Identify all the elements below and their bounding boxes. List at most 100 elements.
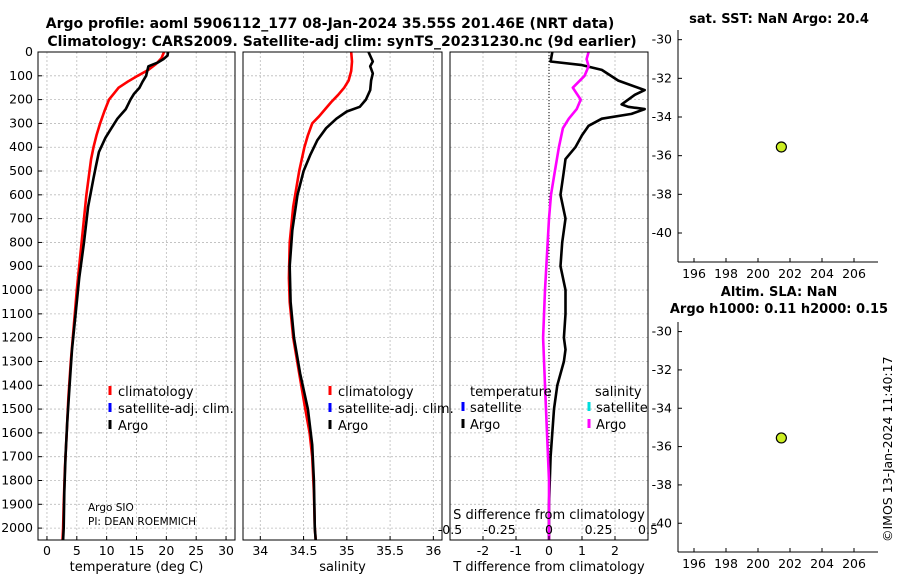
x2-tick-label: -0.25 — [483, 522, 515, 537]
figure-title-line1: Argo profile: aoml 5906112_177 08-Jan-20… — [46, 16, 615, 32]
y-tick-label: -30 — [652, 32, 672, 47]
x-tick-label: 15 — [129, 543, 145, 558]
y-tick-label: -32 — [652, 70, 672, 85]
x-tick-label: 0 — [43, 543, 51, 558]
x-tick-label: 34 — [252, 543, 268, 558]
x-tick-label: 1 — [578, 543, 586, 558]
difference-panel: -2 -1 0 1 2 T difference from climatology temp… — [438, 51, 658, 575]
series-line-argo — [288, 51, 375, 541]
legend-label: climatology — [338, 385, 414, 400]
x2-tick-label: -0.5 — [438, 522, 462, 537]
legend-label: satellite — [470, 401, 522, 416]
profile-location-marker — [775, 141, 787, 153]
x-tick-label: -1 — [510, 543, 522, 558]
y-tick-label: 1800 — [1, 472, 33, 487]
y-tick-label: 1000 — [1, 282, 33, 297]
y-tick-label: -40 — [652, 515, 672, 530]
sst-map-panel: -30 -32 -34 -36 -38 -40 196 198 200 202 204 206 — [652, 30, 878, 281]
x-tick-label: 0 — [545, 543, 553, 558]
x-axis-label: temperature (deg C) — [70, 560, 204, 575]
x-axis-label: T difference from climatology — [452, 560, 645, 575]
y-tick-label: 1500 — [1, 401, 33, 416]
x-tick-label: 35.5 — [376, 543, 404, 558]
x-tick-label: 206 — [842, 556, 866, 571]
argo-institute: Argo SIO — [88, 502, 134, 514]
y-tick-label: 1100 — [1, 306, 33, 321]
legend-label: Argo — [118, 419, 148, 434]
x2-tick-label: 0 — [545, 522, 553, 537]
x-tick-label: -2 — [477, 543, 489, 558]
x-tick-label: 206 — [842, 266, 866, 281]
y-tick-label: -34 — [652, 109, 672, 124]
y-tick-label: 1400 — [1, 377, 33, 392]
y-tick-label: 1200 — [1, 330, 33, 345]
temperature-panel: 0 5 10 15 20 25 30 temperature (deg C) 0 100 200 30… — [1, 44, 236, 575]
legend-label: satellite-adj. clim. — [118, 402, 234, 417]
x-tick-label: 200 — [746, 266, 770, 281]
y-tick-label: 0 — [25, 44, 33, 59]
x-tick-label: 35 — [339, 543, 355, 558]
x-tick-label: 20 — [158, 543, 174, 558]
x-tick-label: 2 — [611, 543, 619, 558]
y-tick-label: 1600 — [1, 425, 33, 440]
y-tick-label: -30 — [652, 324, 672, 339]
series-line-climatology — [287, 51, 354, 541]
legend-label: Argo — [596, 418, 626, 433]
x-tick-label: 34.5 — [290, 543, 318, 558]
y-tick-label: 800 — [9, 234, 33, 249]
figure-title-line2: Climatology: CARS2009. Satellite-adj cli… — [47, 34, 636, 50]
x-tick-label: 25 — [188, 543, 204, 558]
y-tick-label: 1700 — [1, 449, 33, 464]
x-tick-label: 202 — [778, 266, 802, 281]
series-line-argo — [61, 51, 170, 541]
x-tick-label: 204 — [810, 266, 834, 281]
y-tick-label: 500 — [9, 163, 33, 178]
series-line-s-difference-argo- — [541, 51, 590, 540]
legend-label: Argo — [338, 419, 368, 434]
y-tick-label: 200 — [9, 92, 33, 107]
x-tick-label: 196 — [682, 556, 706, 571]
y-tick-label: 600 — [9, 187, 33, 202]
x-tick-label: 200 — [746, 556, 770, 571]
y-tick-label: -36 — [652, 148, 672, 163]
legend-label: satellite-adj. clim. — [338, 402, 454, 417]
x2-tick-label: 0.5 — [638, 522, 658, 537]
sla-map-panel: -30 -32 -34 -36 -38 -40 196 198 200 202 204 206 — [652, 322, 878, 571]
x-tick-label: 198 — [714, 556, 738, 571]
y-tick-label: 700 — [9, 211, 33, 226]
sla-map-title-line2: Argo h1000: 0.11 h2000: 0.15 — [670, 302, 888, 317]
y-tick-label: -34 — [652, 400, 672, 415]
y-tick-label: -36 — [652, 439, 672, 454]
x-tick-label: 30 — [218, 543, 234, 558]
y-tick-label: -40 — [652, 225, 672, 240]
y-tick-label: 900 — [9, 258, 33, 273]
y-tick-label: -38 — [652, 186, 672, 201]
legend-temperature-header: temperature — [470, 385, 552, 400]
y-tick-label: 1900 — [1, 496, 33, 511]
salinity-panel: 34 34.5 35 35.5 36 salinity climatology satelli… — [242, 51, 454, 575]
x-tick-label: 196 — [682, 266, 706, 281]
y-tick-label: 400 — [9, 139, 33, 154]
x-axis-label: salinity — [319, 560, 366, 575]
x-tick-label: 5 — [73, 543, 81, 558]
sla-map-title-line1: Altim. SLA: NaN — [721, 285, 837, 300]
y-tick-label: 1300 — [1, 353, 33, 368]
y-tick-label: 300 — [9, 115, 33, 130]
sst-map-title: sat. SST: NaN Argo: 20.4 — [689, 12, 869, 27]
x-tick-label: 202 — [778, 556, 802, 571]
x-tick-label: 198 — [714, 266, 738, 281]
profile-location-marker — [775, 432, 787, 444]
y-tick-label: -38 — [652, 477, 672, 492]
x2-axis-label: S difference from climatology — [453, 508, 645, 523]
y-tick-label: 100 — [9, 68, 33, 83]
x-tick-label: 204 — [810, 556, 834, 571]
axes-frame — [242, 51, 443, 541]
series-line-t-difference-argo- — [547, 51, 647, 540]
y-tick-label: 2000 — [1, 520, 33, 535]
legend-label: Argo — [470, 418, 500, 433]
legend-label: satellite — [596, 401, 648, 416]
argo-pi: PI: DEAN ROEMMICH — [88, 516, 196, 528]
imos-credit: ©IMOS 13-Jan-2024 11:40:17 — [880, 356, 895, 542]
x-tick-label: 36 — [425, 543, 441, 558]
